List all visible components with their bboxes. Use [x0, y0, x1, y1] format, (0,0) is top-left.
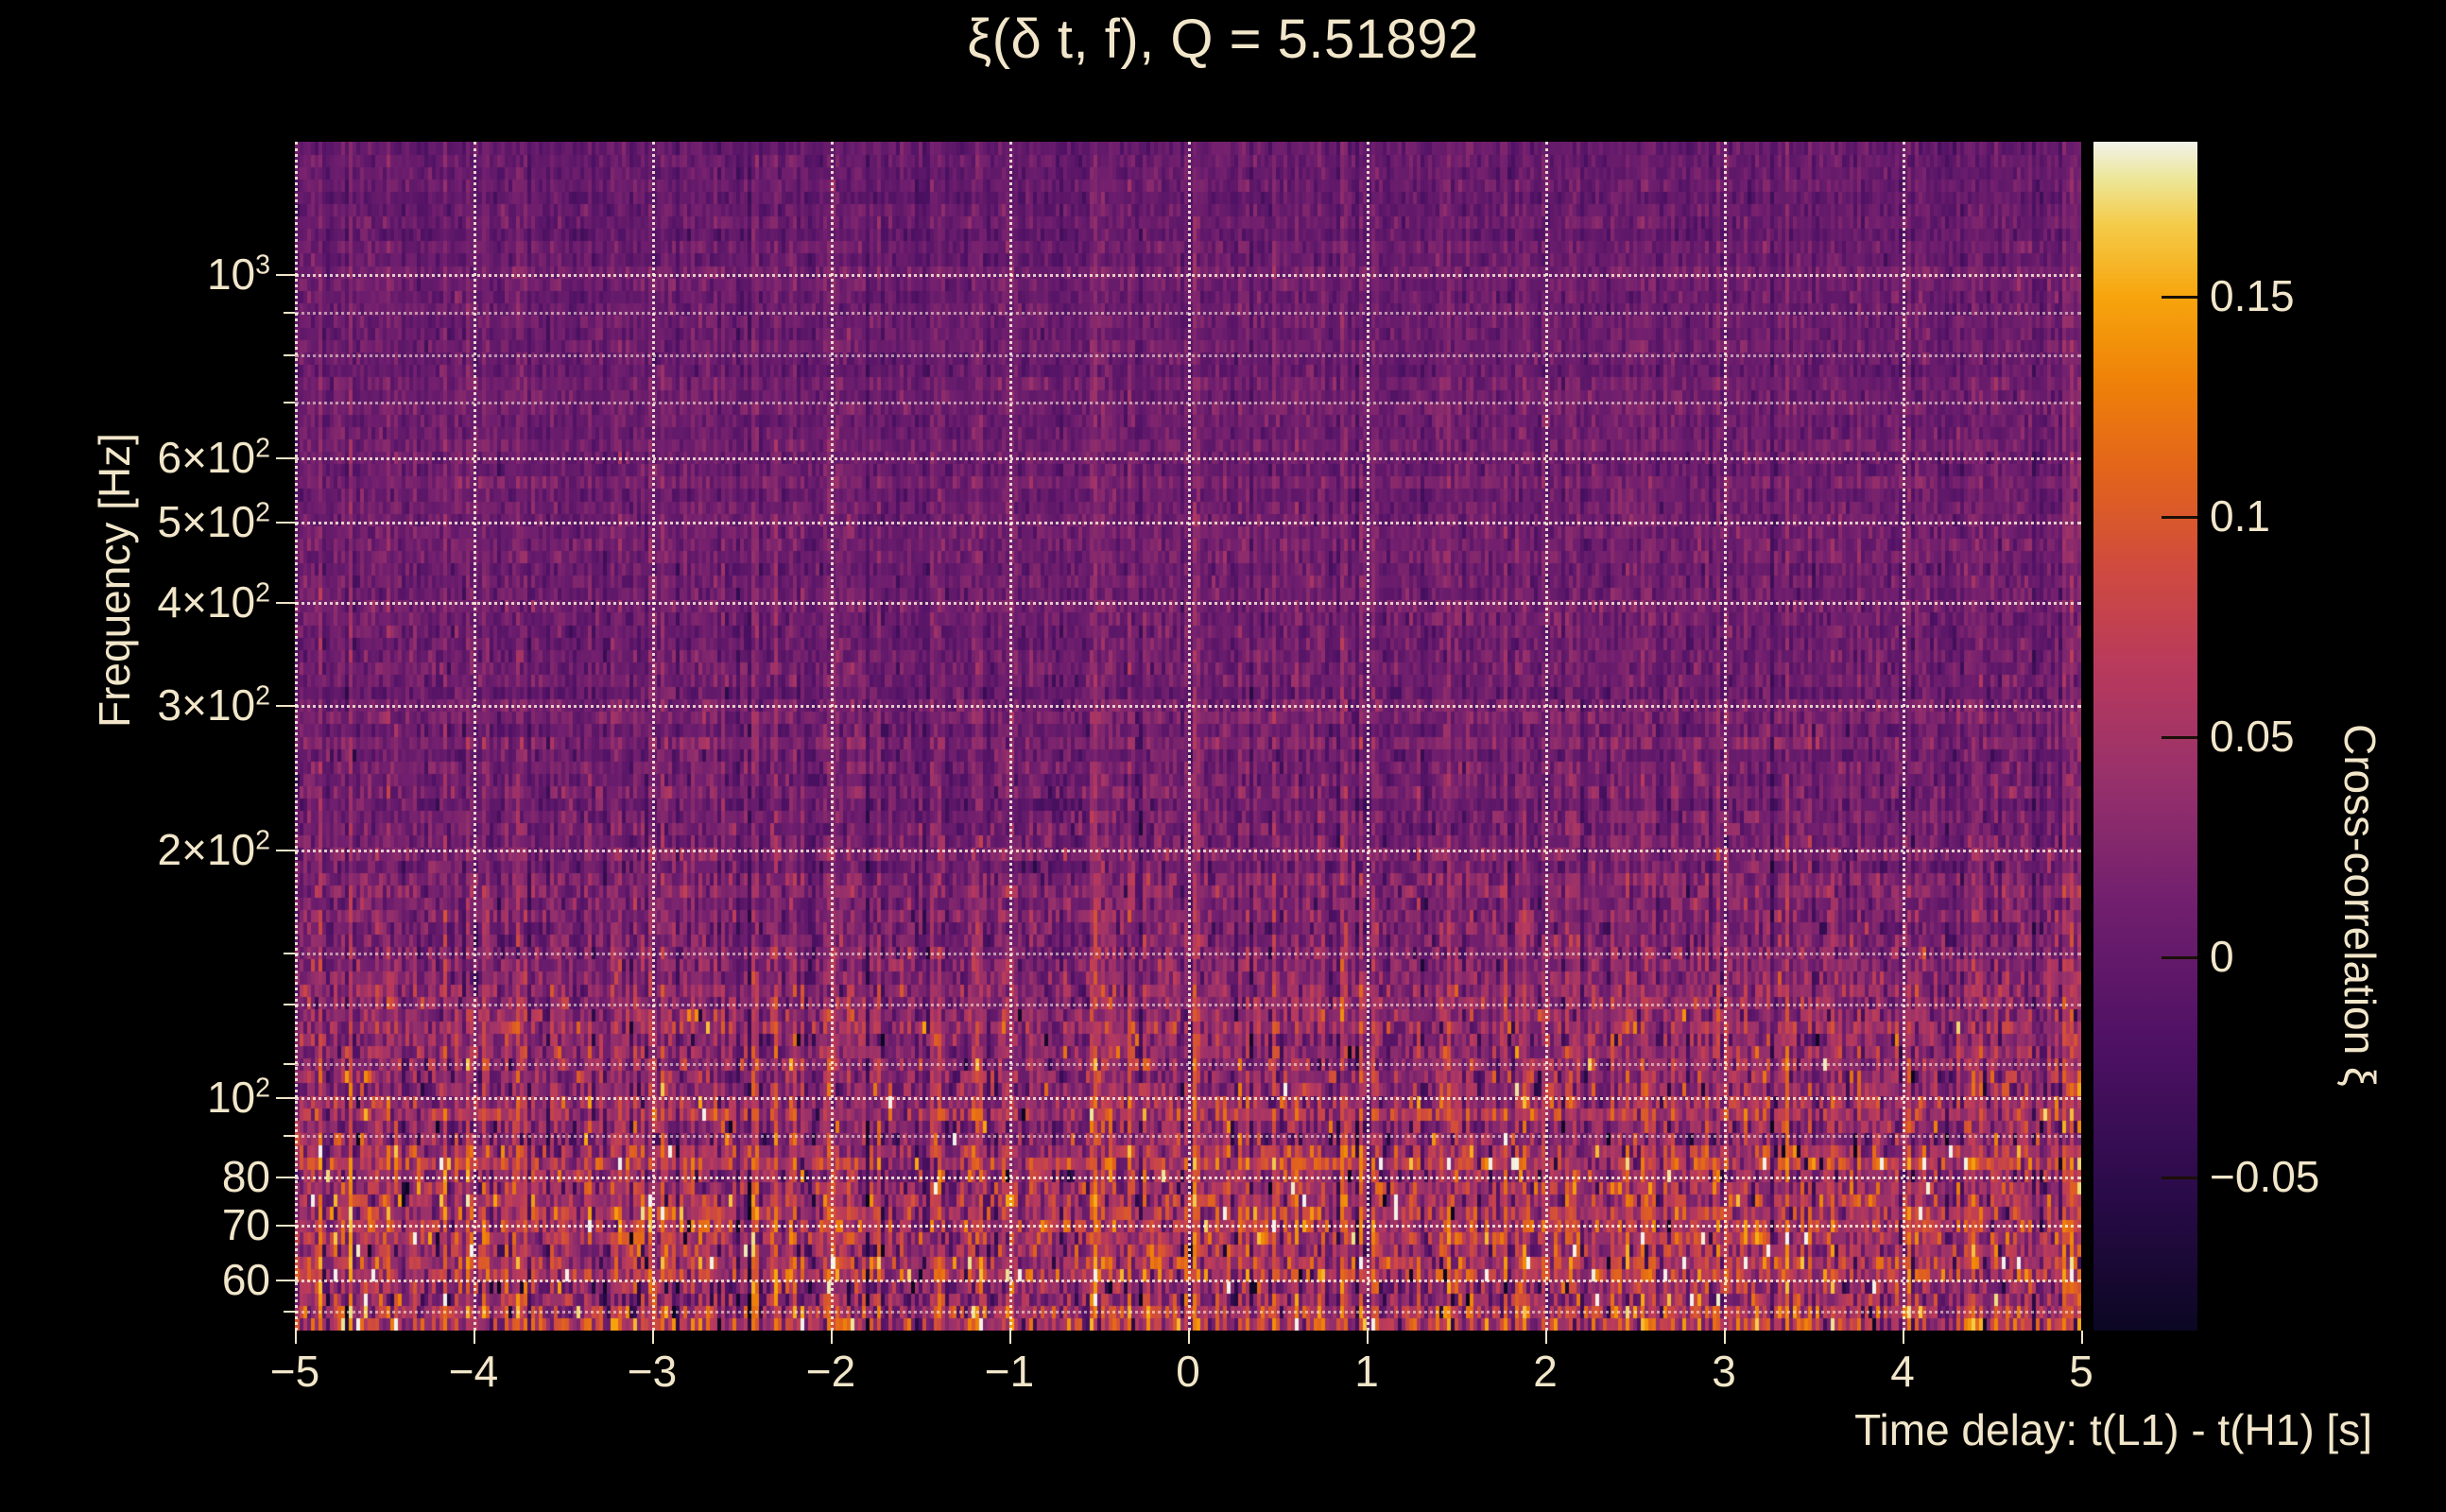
x-axis-tick-label: −2 — [805, 1347, 856, 1396]
heatmap-canvas — [295, 142, 2081, 1331]
y-axis-tick-minor — [284, 1134, 295, 1137]
x-axis-tick-label: −3 — [627, 1347, 678, 1396]
colorbar-tick — [2162, 516, 2197, 520]
y-axis-tick — [276, 1224, 295, 1227]
y-axis-tick-label: 5×102 — [157, 497, 270, 547]
y-axis-tick — [276, 601, 295, 604]
y-axis-tick — [276, 849, 295, 851]
y-axis-tick — [276, 1177, 295, 1179]
x-axis-tick — [1009, 1331, 1011, 1344]
x-axis-tick-label: 3 — [1712, 1347, 1736, 1396]
y-axis-tick — [276, 456, 295, 459]
y-axis-tick-label: 80 — [221, 1152, 270, 1202]
y-axis-tick — [276, 274, 295, 277]
x-axis-tick — [2081, 1331, 2083, 1344]
y-axis-title: Frequency [Hz] — [90, 433, 139, 728]
plot-area — [295, 142, 2081, 1331]
x-axis-tick — [652, 1331, 654, 1344]
heatmap-image — [295, 142, 2081, 1331]
x-axis-tick — [1188, 1331, 1190, 1344]
x-axis-tick-label: 5 — [2069, 1347, 2093, 1396]
colorbar-tick — [2162, 296, 2197, 300]
colorbar-tick — [2162, 1176, 2197, 1179]
y-axis-tick-label: 6×102 — [157, 432, 270, 482]
y-axis-tick-label: 70 — [221, 1199, 270, 1249]
x-axis-tick-label: 4 — [1890, 1347, 1915, 1396]
x-axis-title: Time delay: t(L1) - t(H1) [s] — [1854, 1405, 2372, 1454]
x-axis-tick-label: 2 — [1533, 1347, 1558, 1396]
y-axis-tick-label: 102 — [206, 1072, 270, 1122]
colorbar-tick-label: 0.1 — [2210, 491, 2270, 541]
x-axis-tick — [1367, 1331, 1369, 1344]
x-axis-tick — [1903, 1331, 1904, 1344]
x-axis-tick-label: 0 — [1176, 1347, 1200, 1396]
colorbar-tick — [2162, 955, 2197, 959]
colorbar-tick-label: 0.15 — [2210, 271, 2295, 321]
y-axis-tick-label: 4×102 — [157, 576, 270, 627]
x-axis-tick — [295, 1331, 297, 1344]
y-axis-tick-minor — [284, 1062, 295, 1065]
y-axis-tick-label: 3×102 — [157, 679, 270, 730]
y-axis-tick — [276, 1096, 295, 1099]
x-axis-tick — [1724, 1331, 1726, 1344]
x-axis-tick — [831, 1331, 833, 1344]
y-axis-tick — [276, 704, 295, 707]
colorbar-tick-label: 0.05 — [2210, 712, 2295, 761]
x-axis-tick-label: −1 — [984, 1347, 1035, 1396]
colorbar-tick-label: −0.05 — [2210, 1151, 2320, 1201]
x-axis-tick — [474, 1331, 475, 1344]
x-axis-tick-label: −4 — [448, 1347, 499, 1396]
x-axis-tick — [1545, 1331, 1547, 1344]
y-axis-tick-minor — [284, 1003, 295, 1005]
y-axis-tick-label: 60 — [221, 1254, 270, 1304]
colorbar-tick-label: 0 — [2210, 931, 2234, 981]
y-axis-tick-minor — [284, 312, 295, 315]
colorbar-title: Cross-correlation ξ — [2335, 724, 2385, 1087]
y-axis-tick-label: 103 — [206, 249, 270, 300]
y-axis-tick-minor — [284, 353, 295, 356]
colorbar-tick — [2162, 736, 2197, 739]
y-axis-tick-minor — [284, 402, 295, 404]
y-axis-tick — [276, 1279, 295, 1281]
y-axis-tick-minor — [284, 1310, 295, 1313]
x-axis-tick-label: 1 — [1354, 1347, 1379, 1396]
chart-title: ξ(δ t, f), Q = 5.51892 — [967, 9, 1479, 70]
x-axis-tick-label: −5 — [269, 1347, 320, 1396]
y-axis-tick — [276, 522, 295, 524]
y-axis-tick-label: 2×102 — [157, 824, 270, 874]
colorbar — [2093, 142, 2197, 1331]
y-axis-tick-minor — [284, 952, 295, 954]
